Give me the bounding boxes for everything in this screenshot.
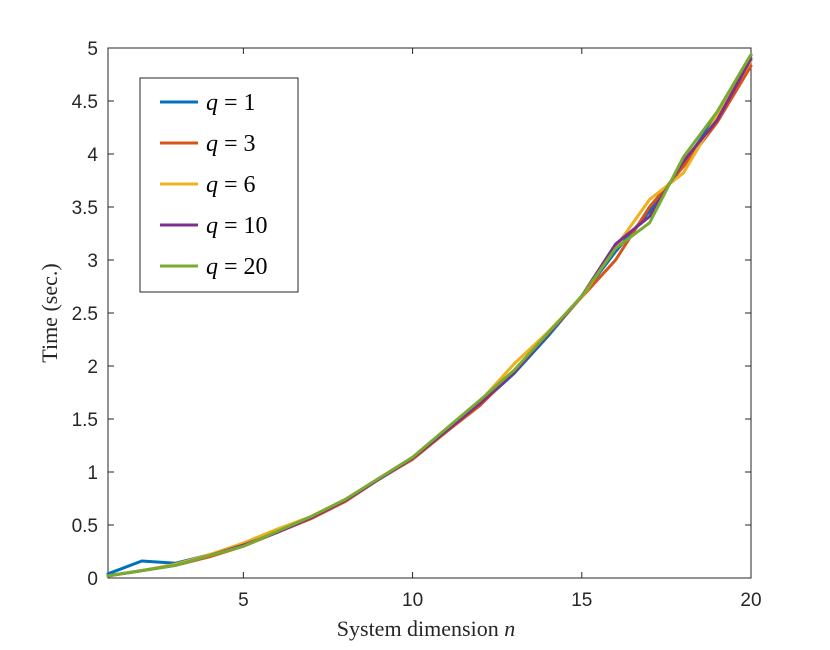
legend-entry-variable: q xyxy=(206,254,218,280)
legend-entry-equals: = xyxy=(218,90,244,116)
x-tick-label: 5 xyxy=(238,590,249,611)
y-tick-label: 5 xyxy=(87,39,98,60)
x-axis-title-text: System dimension xyxy=(337,616,499,641)
legend-entry-variable: q xyxy=(206,213,218,239)
legend-entry-value: 1 xyxy=(244,90,256,116)
legend-entry-equals: = xyxy=(218,254,244,280)
y-tick-label: 3 xyxy=(87,251,98,272)
x-axis-ticks: 5 10 15 20 xyxy=(238,48,762,611)
legend-entry: q = 1 xyxy=(206,90,256,116)
legend-entry-value: 20 xyxy=(244,254,268,280)
y-axis-ticks: 0 0.5 1 1.5 2 2.5 3 3.5 4 4.5 5 xyxy=(72,39,751,590)
x-axis-title-variable: n xyxy=(504,616,515,641)
legend-entry-variable: q xyxy=(206,90,218,116)
y-tick-label: 2 xyxy=(87,357,98,378)
y-tick-label: 2.5 xyxy=(72,304,98,325)
legend-entry: q = 10 xyxy=(206,213,268,239)
series-lines xyxy=(106,52,753,578)
legend-entry-variable: q xyxy=(206,131,218,157)
y-tick-label: 3.5 xyxy=(72,198,98,219)
y-tick-label: 4.5 xyxy=(72,92,98,113)
legend-entry-value: 3 xyxy=(244,131,256,157)
y-tick-label: 0 xyxy=(87,569,98,590)
legend-entry-equals: = xyxy=(218,172,244,198)
legend-entry-variable: q xyxy=(206,172,218,198)
x-tick-label: 20 xyxy=(740,590,761,611)
x-tick-label: 15 xyxy=(571,590,592,611)
legend-entry: q = 6 xyxy=(206,172,256,198)
x-tick-label: 10 xyxy=(402,590,423,611)
x-axis-title: System dimension n xyxy=(337,616,515,641)
y-axis-title: Time (sec.) xyxy=(37,263,62,362)
series-line-q-20 xyxy=(106,52,753,578)
legend-entry: q = 3 xyxy=(206,131,256,157)
legend-entry-equals: = xyxy=(218,213,244,239)
legend-entry: q = 20 xyxy=(206,254,268,280)
y-tick-label: 1.5 xyxy=(72,410,98,431)
legend-entry-value: 10 xyxy=(244,213,268,239)
y-tick-label: 1 xyxy=(87,463,98,484)
y-tick-label: 0.5 xyxy=(72,516,98,537)
legend-entry-equals: = xyxy=(218,131,244,157)
legend-entry-value: 6 xyxy=(244,172,256,198)
legend: q = 1q = 3q = 6q = 10q = 20 xyxy=(139,77,299,293)
y-tick-label: 4 xyxy=(87,145,98,166)
